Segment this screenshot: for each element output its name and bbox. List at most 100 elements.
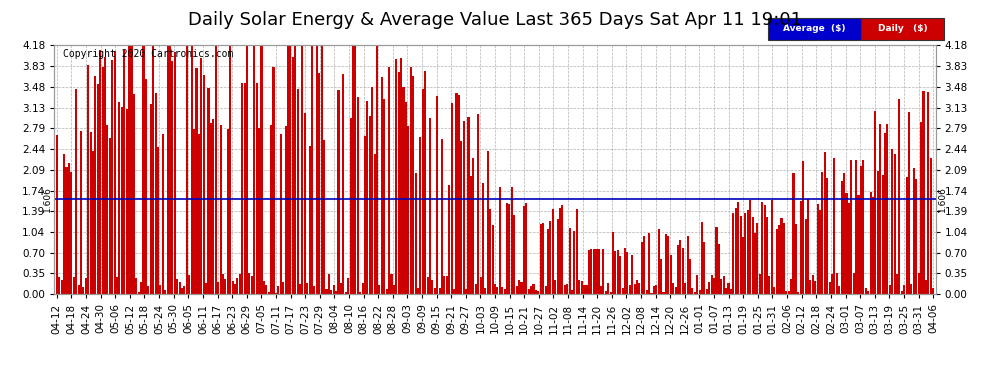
Bar — [585, 285, 587, 294]
Bar — [933, 288, 935, 294]
Bar — [657, 230, 659, 294]
Bar — [242, 83, 244, 294]
Bar — [894, 154, 896, 294]
Bar — [349, 118, 351, 294]
Bar — [457, 96, 460, 294]
Bar — [205, 283, 207, 294]
Bar — [506, 203, 508, 294]
Bar — [123, 50, 126, 294]
Bar — [237, 278, 239, 294]
Bar — [193, 129, 195, 294]
Bar — [662, 292, 664, 294]
Bar — [704, 242, 706, 294]
Bar — [857, 195, 859, 294]
Bar — [679, 240, 681, 294]
Bar — [850, 160, 852, 294]
Text: Copyright 2020 Cartronics.com: Copyright 2020 Cartronics.com — [63, 49, 234, 59]
Bar — [417, 288, 419, 294]
Bar — [810, 280, 812, 294]
Bar — [270, 125, 272, 294]
Bar — [814, 280, 816, 294]
Bar — [754, 232, 756, 294]
Bar — [479, 276, 481, 294]
Bar — [913, 168, 915, 294]
Bar — [869, 192, 871, 294]
Bar — [316, 45, 318, 294]
Bar — [607, 283, 609, 294]
Bar — [916, 179, 918, 294]
FancyBboxPatch shape — [768, 18, 860, 40]
Bar — [827, 178, 829, 294]
Bar — [263, 281, 265, 294]
Bar — [89, 132, 92, 294]
Bar — [660, 258, 662, 294]
Bar — [682, 248, 684, 294]
Bar — [644, 236, 645, 294]
Bar — [448, 185, 450, 294]
Bar — [568, 228, 570, 294]
Bar — [220, 125, 222, 294]
Bar — [446, 276, 447, 294]
Bar — [521, 282, 523, 294]
Bar — [723, 276, 725, 294]
Bar — [68, 163, 70, 294]
Bar — [540, 224, 542, 294]
Bar — [783, 223, 785, 294]
Bar — [441, 139, 444, 294]
Bar — [775, 229, 778, 294]
Bar — [749, 201, 751, 294]
Bar — [318, 73, 321, 294]
Bar — [65, 168, 67, 294]
Bar — [906, 177, 908, 294]
Bar — [212, 119, 215, 294]
Bar — [874, 111, 876, 294]
Bar — [516, 286, 518, 294]
Bar — [306, 283, 308, 294]
Text: Daily   ($): Daily ($) — [878, 24, 928, 33]
Bar — [728, 283, 730, 294]
Bar — [655, 285, 657, 294]
Bar — [494, 284, 496, 294]
Bar — [735, 208, 737, 294]
Bar — [405, 102, 407, 294]
Bar — [333, 285, 335, 294]
Bar — [879, 124, 881, 294]
Bar — [171, 61, 173, 294]
Bar — [839, 286, 841, 294]
Bar — [650, 292, 652, 294]
Bar — [106, 124, 109, 294]
Bar — [247, 45, 248, 294]
Bar — [758, 274, 761, 294]
Bar — [923, 91, 925, 294]
Bar — [817, 204, 819, 294]
Bar — [80, 131, 82, 294]
Bar — [297, 89, 299, 294]
Bar — [248, 273, 250, 294]
Bar — [563, 285, 566, 294]
Bar — [198, 134, 200, 294]
Bar — [891, 149, 893, 294]
Bar — [535, 290, 537, 294]
Bar — [383, 99, 385, 294]
Bar — [157, 147, 159, 294]
Bar — [538, 291, 540, 294]
Bar — [634, 284, 636, 294]
Bar — [460, 141, 462, 294]
Bar — [393, 285, 395, 294]
Bar — [706, 289, 708, 294]
Bar — [595, 249, 597, 294]
Bar — [378, 285, 380, 294]
Bar — [610, 292, 612, 294]
Bar — [215, 45, 217, 294]
Bar — [465, 289, 467, 294]
Bar — [619, 256, 621, 294]
Bar — [258, 128, 260, 294]
Bar — [439, 288, 441, 294]
Bar — [203, 75, 205, 294]
Bar — [484, 288, 486, 294]
Bar — [111, 60, 113, 294]
Bar — [778, 225, 780, 294]
Bar — [244, 83, 246, 294]
Bar — [143, 45, 145, 294]
Bar — [335, 291, 338, 294]
